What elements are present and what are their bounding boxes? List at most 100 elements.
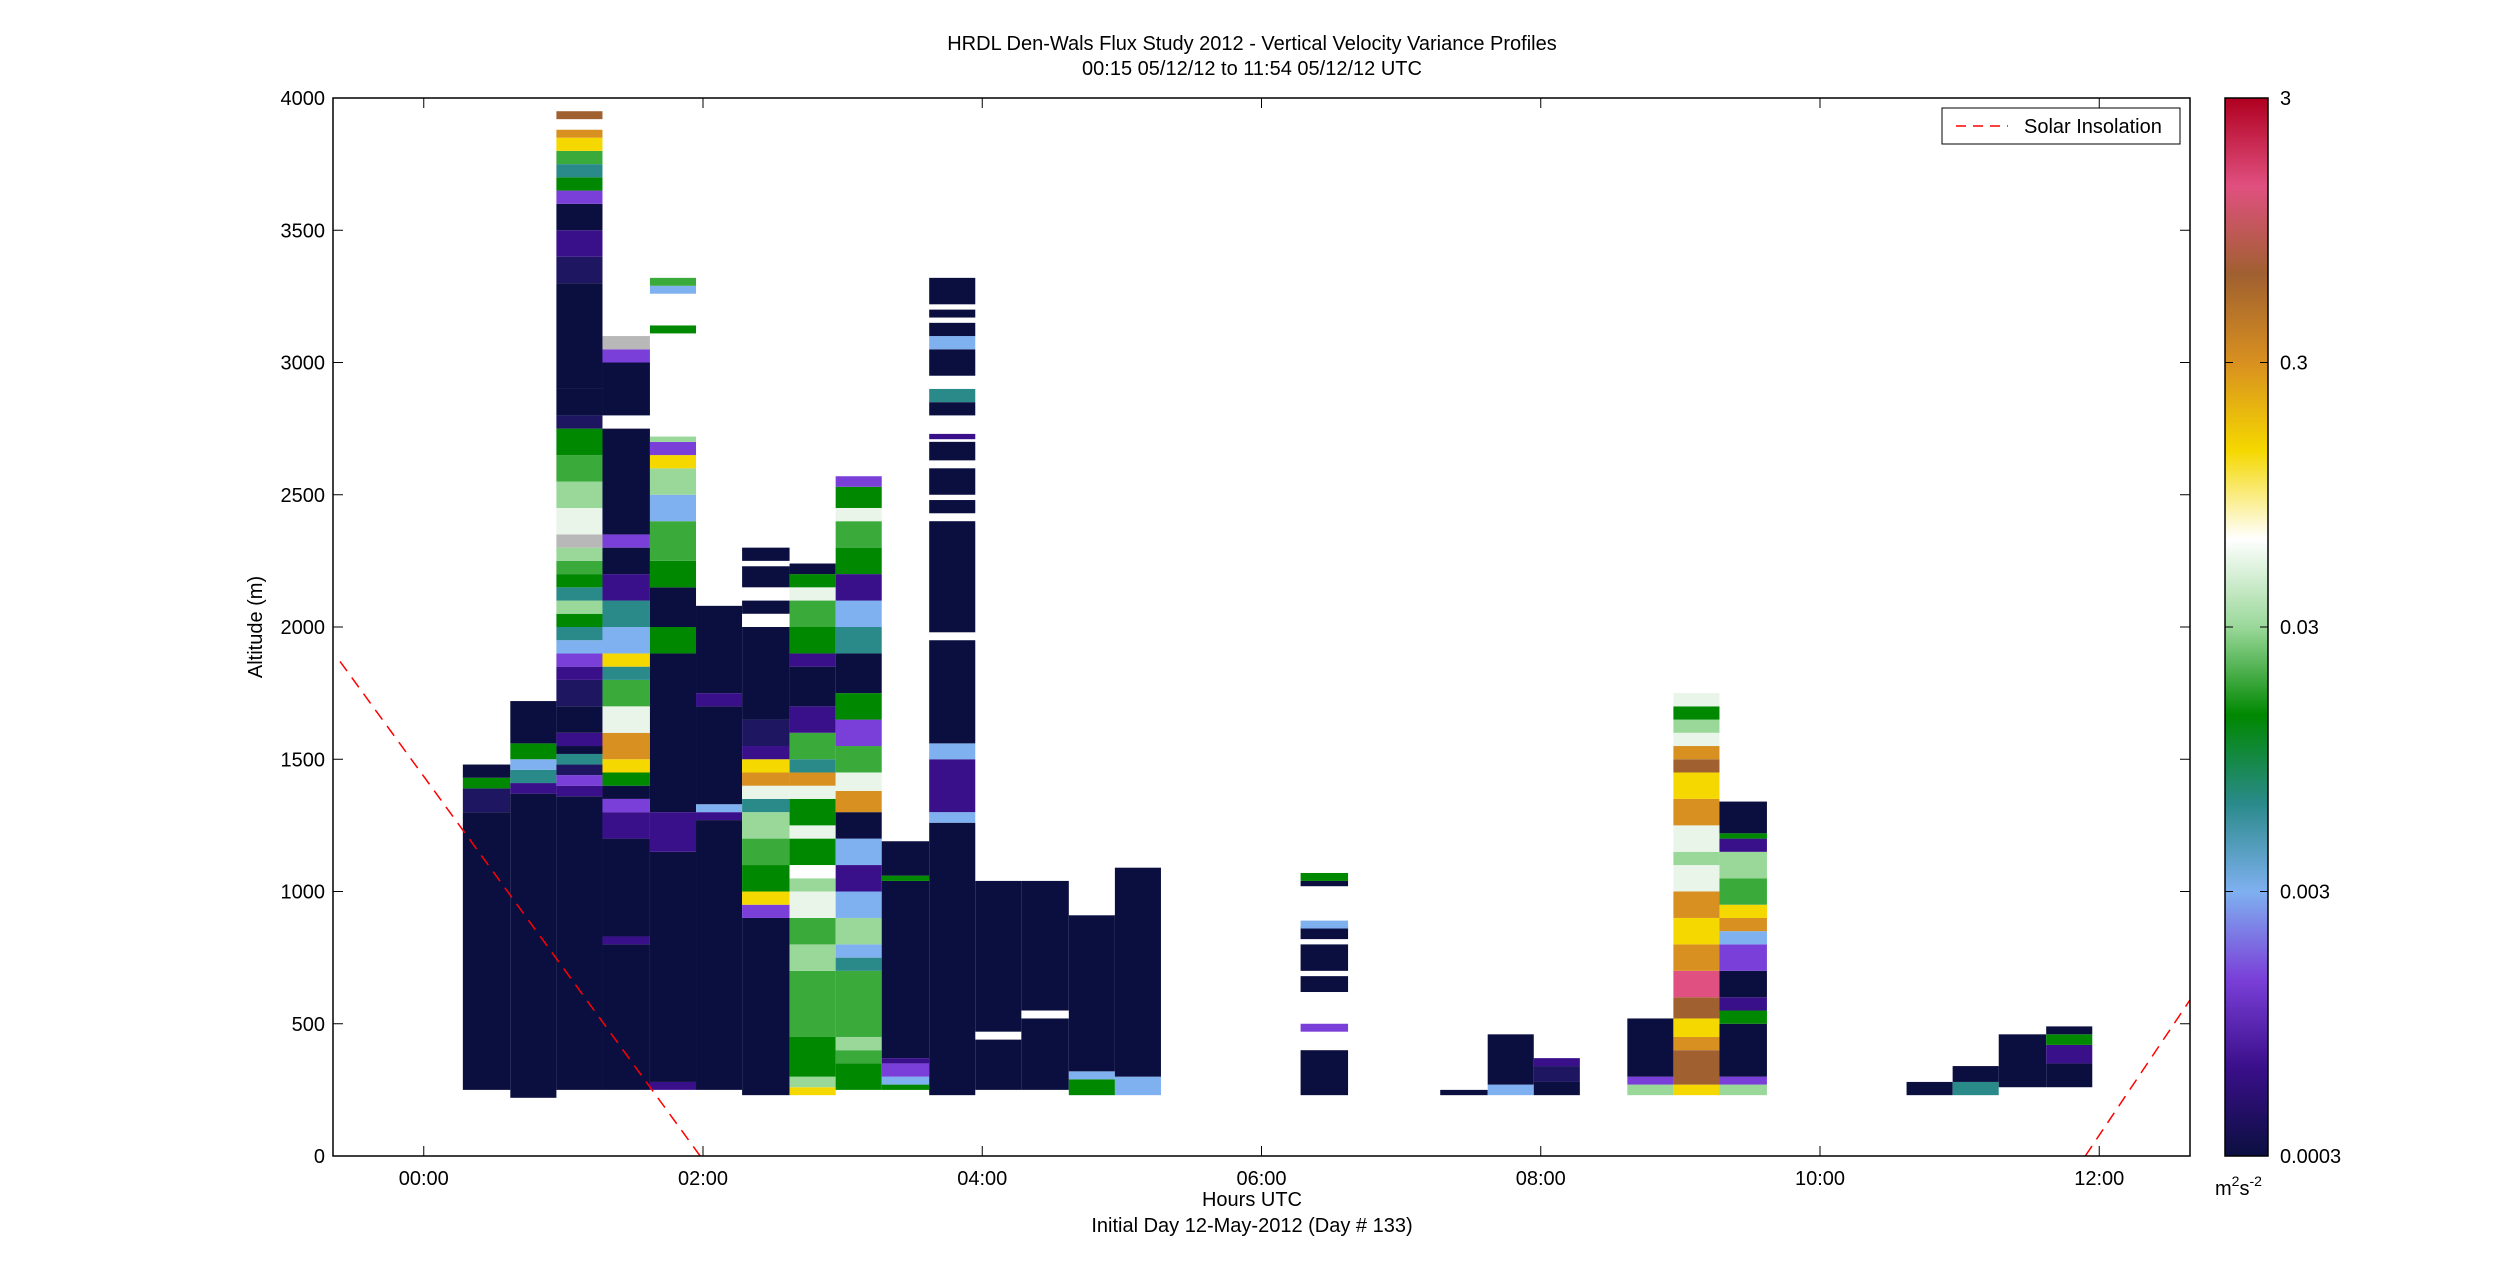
heatmap-cell xyxy=(556,560,603,575)
y-tick-label: 3000 xyxy=(281,353,326,375)
y-tick-label: 2000 xyxy=(281,617,326,639)
heatmap-cell xyxy=(1719,878,1767,905)
heatmap-cell xyxy=(881,875,930,881)
heatmap-cell xyxy=(602,759,650,773)
heatmap-cell xyxy=(1487,1084,1534,1096)
heatmap-cell xyxy=(1533,1081,1580,1096)
heatmap-cell xyxy=(556,764,603,776)
heatmap-cell xyxy=(1673,917,1720,945)
heatmap-cell xyxy=(556,587,603,601)
heatmap-cell xyxy=(929,402,976,416)
heatmap-cell xyxy=(835,1036,882,1051)
heatmap-cell xyxy=(556,481,603,508)
colorbar-tick-label: 0.3 xyxy=(2280,353,2308,375)
heatmap-cell xyxy=(1068,1079,1115,1096)
colorbar-unit-label: m2s-2 xyxy=(2215,1173,2262,1200)
heatmap-cell xyxy=(929,441,976,461)
chart-title: HRDL Den-Wals Flux Study 2012 - Vertical… xyxy=(947,33,1557,55)
colorbar: 0.0003 0.003 0.03 0.3 3 m2s-2 xyxy=(2215,88,2341,1200)
heatmap-cell xyxy=(835,957,882,971)
heatmap-cell xyxy=(649,812,697,852)
heatmap-cell xyxy=(1487,1034,1534,1085)
legend-label: Solar Insolation xyxy=(2024,116,2162,138)
x-tick-label: 10:00 xyxy=(1795,1168,1845,1190)
heatmap-cell xyxy=(602,574,650,601)
heatmap-cell xyxy=(1300,925,1349,940)
heatmap-cell xyxy=(556,256,603,284)
heatmap-cell xyxy=(649,587,697,627)
heatmap-cell xyxy=(1719,833,1767,839)
heatmap-cell xyxy=(556,111,603,120)
heatmap-cell xyxy=(975,1039,1022,1090)
heatmap-cell xyxy=(556,388,603,416)
heatmap-cell xyxy=(1719,931,1767,945)
heatmap-cell xyxy=(742,785,790,799)
heatmap-cell xyxy=(1719,1010,1767,1024)
heatmap-cell xyxy=(835,917,882,945)
heatmap-cell xyxy=(1719,997,1767,1011)
heatmap-cells xyxy=(462,111,2093,1098)
heatmap-cell xyxy=(742,627,790,720)
x-axis-ticks: 00:00 02:00 04:00 06:00 08:00 10:00 12:00 xyxy=(399,98,2124,1190)
heatmap-cell xyxy=(2046,1026,2093,1035)
heatmap-cell xyxy=(1300,1050,1349,1096)
heatmap-cell xyxy=(510,743,557,760)
heatmap-cell xyxy=(1673,706,1720,720)
heatmap-cell xyxy=(835,891,882,918)
heatmap-cell xyxy=(742,917,790,1096)
heatmap-cell xyxy=(602,336,650,350)
colorbar-tick-label: 0.0003 xyxy=(2280,1146,2341,1168)
heatmap-cell xyxy=(1673,1018,1720,1037)
heatmap-cell xyxy=(835,476,882,487)
heatmap-cell xyxy=(1719,801,1767,834)
heatmap-cell xyxy=(1719,851,1767,879)
heatmap-cell xyxy=(556,415,603,429)
heatmap-cell xyxy=(1673,1084,1720,1096)
heatmap-cell xyxy=(742,587,790,601)
heatmap-cell xyxy=(929,322,976,337)
plot-area: 00:00 02:00 04:00 06:00 08:00 10:00 12:00 0 500… xyxy=(281,88,2191,1190)
heatmap-cell xyxy=(789,798,836,826)
chart-subtitle: 00:15 05/12/12 to 11:54 05/12/12 UTC xyxy=(1082,58,1422,80)
heatmap-cell xyxy=(649,436,697,442)
heatmap-cell xyxy=(881,1058,930,1064)
legend: Solar Insolation xyxy=(1941,107,2181,145)
heatmap-cell xyxy=(556,785,603,797)
heatmap-cell xyxy=(1673,693,1720,707)
heatmap-cell xyxy=(602,362,650,416)
heatmap-cell xyxy=(556,177,603,191)
heatmap-cell xyxy=(649,494,697,522)
heatmap-cell xyxy=(1021,880,1069,1011)
heatmap-cell xyxy=(556,775,603,786)
heatmap-cell xyxy=(510,783,557,794)
heatmap-cell xyxy=(602,349,650,363)
heatmap-cell xyxy=(556,428,603,456)
heatmap-cell xyxy=(1627,1076,1674,1085)
heatmap-cell xyxy=(1673,798,1720,826)
heatmap-cell xyxy=(881,1084,930,1090)
heatmap-cell xyxy=(789,838,836,866)
heatmap-cell xyxy=(556,203,603,231)
heatmap-cell xyxy=(1533,1058,1580,1067)
heatmap-cell xyxy=(929,309,976,318)
heatmap-cell xyxy=(556,534,603,548)
heatmap-cell xyxy=(556,613,603,627)
heatmap-cell xyxy=(696,693,743,707)
heatmap-cell xyxy=(649,653,697,813)
heatmap-cell xyxy=(696,605,743,694)
heatmap-cell xyxy=(1300,920,1349,929)
solar-insolation-segment xyxy=(339,660,701,1157)
heatmap-cell xyxy=(1719,944,1767,971)
heatmap-cell xyxy=(1673,732,1720,747)
heatmap-cell xyxy=(602,732,650,760)
heatmap-cell xyxy=(556,190,603,204)
heatmap-cell xyxy=(929,468,976,495)
heatmap-cell xyxy=(929,812,976,823)
heatmap-cell xyxy=(789,706,836,733)
heatmap-cell xyxy=(602,706,650,733)
colorbar-tick-label: 0.03 xyxy=(2280,617,2319,639)
heatmap-cell xyxy=(1533,1066,1580,1082)
heatmap-cell xyxy=(789,587,836,601)
heatmap-cell xyxy=(789,653,836,667)
heatmap-cell xyxy=(556,746,603,754)
